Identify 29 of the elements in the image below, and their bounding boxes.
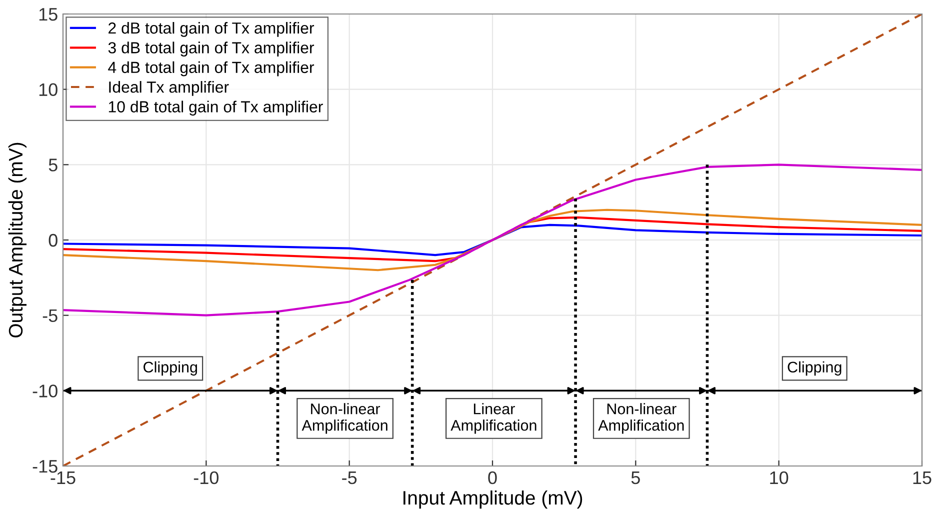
legend-label: 3 dB total gain of Tx amplifier	[108, 42, 314, 57]
y-tick-label: 5	[48, 158, 58, 172]
y-axis-title: Output Amplitude (mV)	[8, 142, 26, 338]
x-tick-label: 5	[631, 472, 640, 484]
y-tick-label: -5	[42, 309, 58, 322]
legend-label: 4 dB total gain of Tx amplifier	[108, 61, 314, 76]
y-tick-label: 0	[48, 234, 58, 247]
annotation: Linear Amplification	[450, 403, 536, 434]
y-tick-label: 10	[39, 83, 58, 96]
x-axis-title: Input Amplitude (mV)	[404, 490, 582, 509]
y-tick-label: -10	[32, 384, 58, 398]
x-tick-label: 0	[488, 471, 497, 484]
legend-label: 2 dB total gain of Tx amplifier	[108, 22, 314, 37]
annotation: Non-linear Amplification	[598, 403, 684, 434]
line-series	[63, 164, 922, 316]
annotation: Clipping	[788, 361, 842, 376]
annotation: Non-linear Amplification	[302, 403, 388, 434]
line-series	[63, 216, 922, 262]
line-series	[63, 224, 922, 256]
legend-label: Ideal Tx amplifier	[109, 81, 229, 96]
annotation: Clipping	[144, 361, 197, 376]
legend-label: 10 dB total gain of Tx amplifier	[108, 100, 323, 116]
line-series	[63, 208, 922, 272]
x-tick-label: 15	[913, 472, 932, 484]
x-tick-label: -10	[194, 471, 219, 484]
x-tick-label: 10	[770, 471, 788, 484]
y-tick-label: -15	[32, 460, 58, 473]
y-tick-label: 15	[39, 8, 58, 21]
x-tick-label: -5	[342, 472, 357, 484]
